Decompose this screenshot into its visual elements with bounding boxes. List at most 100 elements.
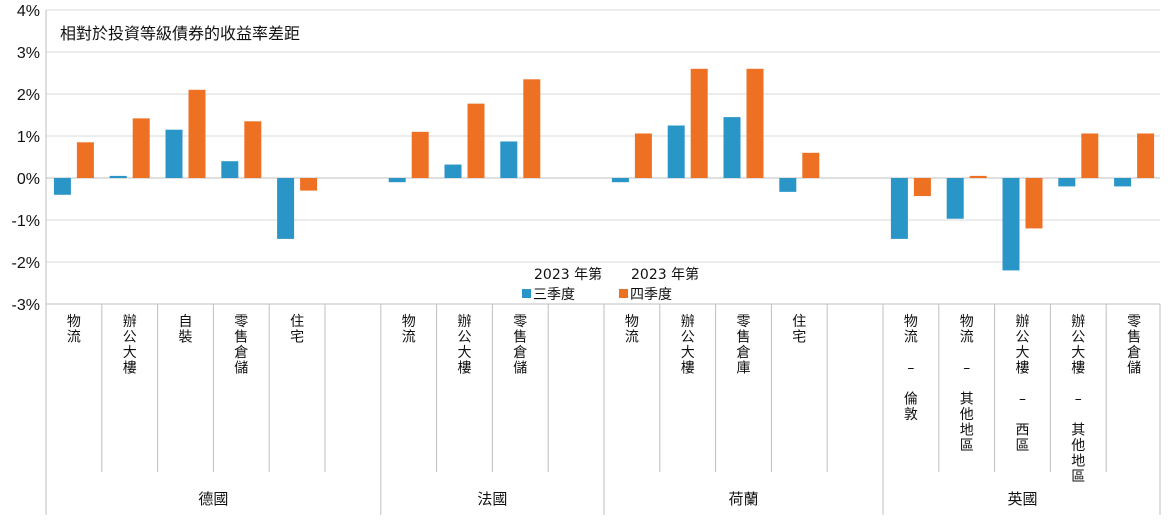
category-label-char: 流 [904, 330, 918, 346]
category-label-char: 樓 [1071, 361, 1085, 377]
category-label-char: 儲 [513, 361, 527, 377]
group-label: 德國 [198, 490, 228, 508]
category-label-char: 自 [179, 314, 193, 330]
category-label-char: 倉 [513, 345, 527, 361]
bar [165, 129, 183, 178]
category-label-char: 辦 [458, 314, 472, 330]
bar [109, 175, 127, 178]
bar [913, 178, 931, 197]
legend-label-line1: 2023 年第 [631, 266, 699, 283]
y-tick-label: -1% [12, 213, 40, 230]
chart-title: 相對於投資等級債券的收益率差距 [60, 24, 300, 43]
group-label: 荷蘭 [728, 490, 758, 508]
y-tick-label: 3% [17, 45, 40, 62]
category-label-char: 樓 [123, 361, 137, 377]
bar [500, 141, 518, 178]
category-label-char: 物 [904, 314, 918, 330]
category-label-char: 公 [458, 330, 472, 346]
category-label-char: 零 [513, 314, 527, 330]
legend-label-line2: 三季度 [533, 287, 575, 303]
category-label-char: 大 [1071, 345, 1085, 361]
bar [802, 152, 820, 178]
category-label-char: 售 [737, 330, 751, 346]
category-label-char: 公 [1071, 330, 1085, 346]
category-label-char: 物 [625, 314, 639, 330]
group-label: 英國 [1007, 490, 1037, 508]
category-label-char: 宅 [792, 330, 806, 346]
bar [890, 178, 908, 239]
category-label-char: 樓 [458, 361, 472, 377]
category-label-char: 地 [1071, 454, 1085, 470]
bar [1002, 178, 1020, 271]
category-label-char: 公 [123, 330, 137, 346]
category-label-char: 售 [234, 330, 248, 346]
category-label-char: 其 [960, 392, 974, 408]
category-label-char: 他 [1071, 438, 1085, 454]
category-label-char: 倉 [737, 345, 751, 361]
group-label: 法國 [477, 490, 507, 508]
category-label-char: 辦 [681, 314, 695, 330]
category-label-char: 辦 [1071, 314, 1085, 330]
bars [53, 68, 1155, 271]
category-label-char: – [1075, 392, 1082, 408]
bar [53, 178, 71, 195]
category-label-char: 辦 [123, 314, 137, 330]
bar [690, 68, 708, 178]
bar [277, 178, 295, 239]
bar [1025, 178, 1043, 229]
category-label-char: 物 [67, 314, 81, 330]
bar [946, 178, 964, 219]
bar [523, 79, 541, 178]
category-label-char: 大 [458, 345, 472, 361]
category-label-char: 大 [123, 345, 137, 361]
category-label-char: 流 [67, 330, 81, 346]
y-tick-label: 1% [17, 129, 40, 146]
bar [1058, 178, 1076, 187]
axes [45, 10, 1161, 515]
bar [1081, 133, 1099, 178]
category-label-char: 物 [402, 314, 416, 330]
category-label-char: 庫 [737, 360, 751, 377]
bar [723, 117, 741, 178]
category-label-char: 倉 [1127, 345, 1141, 361]
bar [411, 131, 429, 178]
category-label-char: 倉 [234, 345, 248, 361]
category-label-char: 地 [960, 423, 974, 439]
category-label-char: 流 [402, 330, 416, 346]
bar [188, 89, 206, 178]
bar [444, 164, 462, 178]
category-label-char: 區 [1071, 469, 1085, 485]
category-label-char: 售 [1127, 330, 1141, 346]
category-label-char: 倫 [904, 392, 918, 408]
legend-label-line2: 四季度 [630, 287, 672, 303]
category-label-char: 樓 [1016, 361, 1030, 377]
category-label-char: 西 [1016, 423, 1030, 439]
category-label-char: 裝 [179, 330, 193, 346]
bar [969, 175, 987, 178]
bar [634, 133, 652, 178]
bar [244, 121, 262, 178]
category-label-char: – [907, 361, 914, 377]
y-tick-label: 4% [17, 3, 40, 20]
group-labels: 德國 法國 荷蘭 英國 [198, 490, 1037, 508]
bar [300, 178, 318, 191]
legend-swatch [522, 289, 531, 298]
category-label-char: 零 [1127, 314, 1141, 330]
category-label-char: 零 [234, 314, 248, 330]
category-label-char: 大 [681, 345, 695, 361]
y-tick-label: 2% [17, 87, 40, 104]
category-label-char: 住 [792, 314, 806, 330]
category-label-char: 零 [737, 314, 751, 330]
y-tick-label: -3% [12, 297, 40, 314]
bar [76, 142, 94, 178]
legend-bg [617, 263, 702, 303]
bar [667, 125, 685, 178]
category-label-char: 其 [1071, 423, 1085, 439]
category-label-char: 大 [1016, 345, 1030, 361]
bar [611, 178, 629, 183]
category-label-char: 他 [960, 407, 974, 423]
category-label-char: 樓 [681, 361, 695, 377]
category-label-char: 物 [960, 314, 974, 330]
